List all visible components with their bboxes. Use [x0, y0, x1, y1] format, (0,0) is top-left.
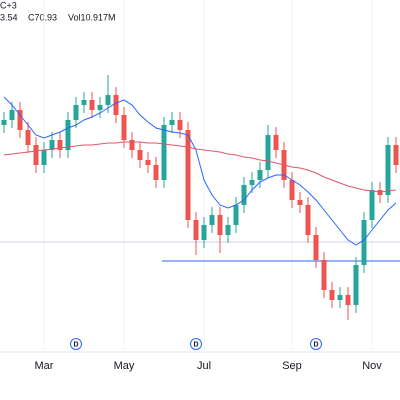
candle-body: [161, 125, 167, 180]
candle-body: [177, 120, 183, 130]
candle-body: [201, 225, 207, 240]
candle-body: [329, 290, 335, 300]
header-text: C+3: [0, 0, 17, 10]
candle-body: [305, 205, 311, 235]
candle-body: [17, 110, 23, 130]
candle-body: [361, 220, 367, 265]
x-tick-label: Jul: [197, 360, 211, 372]
candle-body: [313, 235, 319, 260]
x-tick-label: Sep: [282, 360, 302, 372]
candle-body: [249, 180, 255, 185]
candle-body: [81, 100, 87, 105]
candle-body: [89, 100, 95, 110]
candle-body: [385, 145, 391, 195]
candle-body: [1, 120, 7, 125]
header-text: C70.93: [28, 12, 57, 22]
header-text: Vol10.917M: [68, 12, 116, 22]
candle-body: [321, 260, 327, 290]
candle-body: [137, 150, 143, 160]
candle-body: [41, 150, 47, 165]
candle-body: [33, 145, 39, 165]
candle-body: [97, 105, 103, 110]
x-tick-label: May: [114, 360, 135, 372]
dividend-label: D: [193, 341, 198, 348]
candle-body: [257, 170, 263, 180]
candle-body: [57, 140, 63, 150]
candle-body: [289, 180, 295, 200]
candle-body: [217, 215, 223, 235]
candle-body: [25, 130, 31, 145]
moving-average: [3, 141, 397, 193]
candle-body: [105, 95, 111, 105]
candle-body: [353, 265, 359, 305]
x-tick-label: Nov: [362, 360, 382, 372]
candle-body: [185, 130, 191, 220]
candle-body: [169, 120, 175, 125]
header-text: 3.54: [0, 12, 18, 22]
candle-body: [153, 165, 159, 180]
candle-body: [49, 140, 55, 150]
candle-body: [225, 225, 231, 235]
candle-body: [9, 110, 15, 120]
candle-body: [393, 145, 399, 165]
candle-body: [369, 190, 375, 220]
candle-body: [273, 135, 279, 150]
candle-body: [345, 295, 351, 305]
candle-body: [121, 115, 127, 140]
candle-body: [297, 200, 303, 205]
moving-average: [3, 96, 397, 246]
candle-body: [337, 295, 343, 300]
dividend-marker: [310, 338, 322, 350]
candle-body: [65, 120, 71, 150]
candle-body: [73, 105, 79, 120]
candle-body: [145, 160, 151, 165]
candle-body: [241, 185, 247, 205]
dividend-marker: [70, 338, 82, 350]
candle-body: [209, 215, 215, 225]
candle-body: [233, 205, 239, 225]
dividend-marker: [190, 338, 202, 350]
x-tick-label: Mar: [35, 360, 54, 372]
candle-body: [265, 135, 271, 170]
candle-body: [193, 220, 199, 240]
candle-body: [113, 95, 119, 115]
dividend-label: D: [73, 341, 78, 348]
candle-body: [129, 140, 135, 150]
dividend-label: D: [313, 341, 318, 348]
